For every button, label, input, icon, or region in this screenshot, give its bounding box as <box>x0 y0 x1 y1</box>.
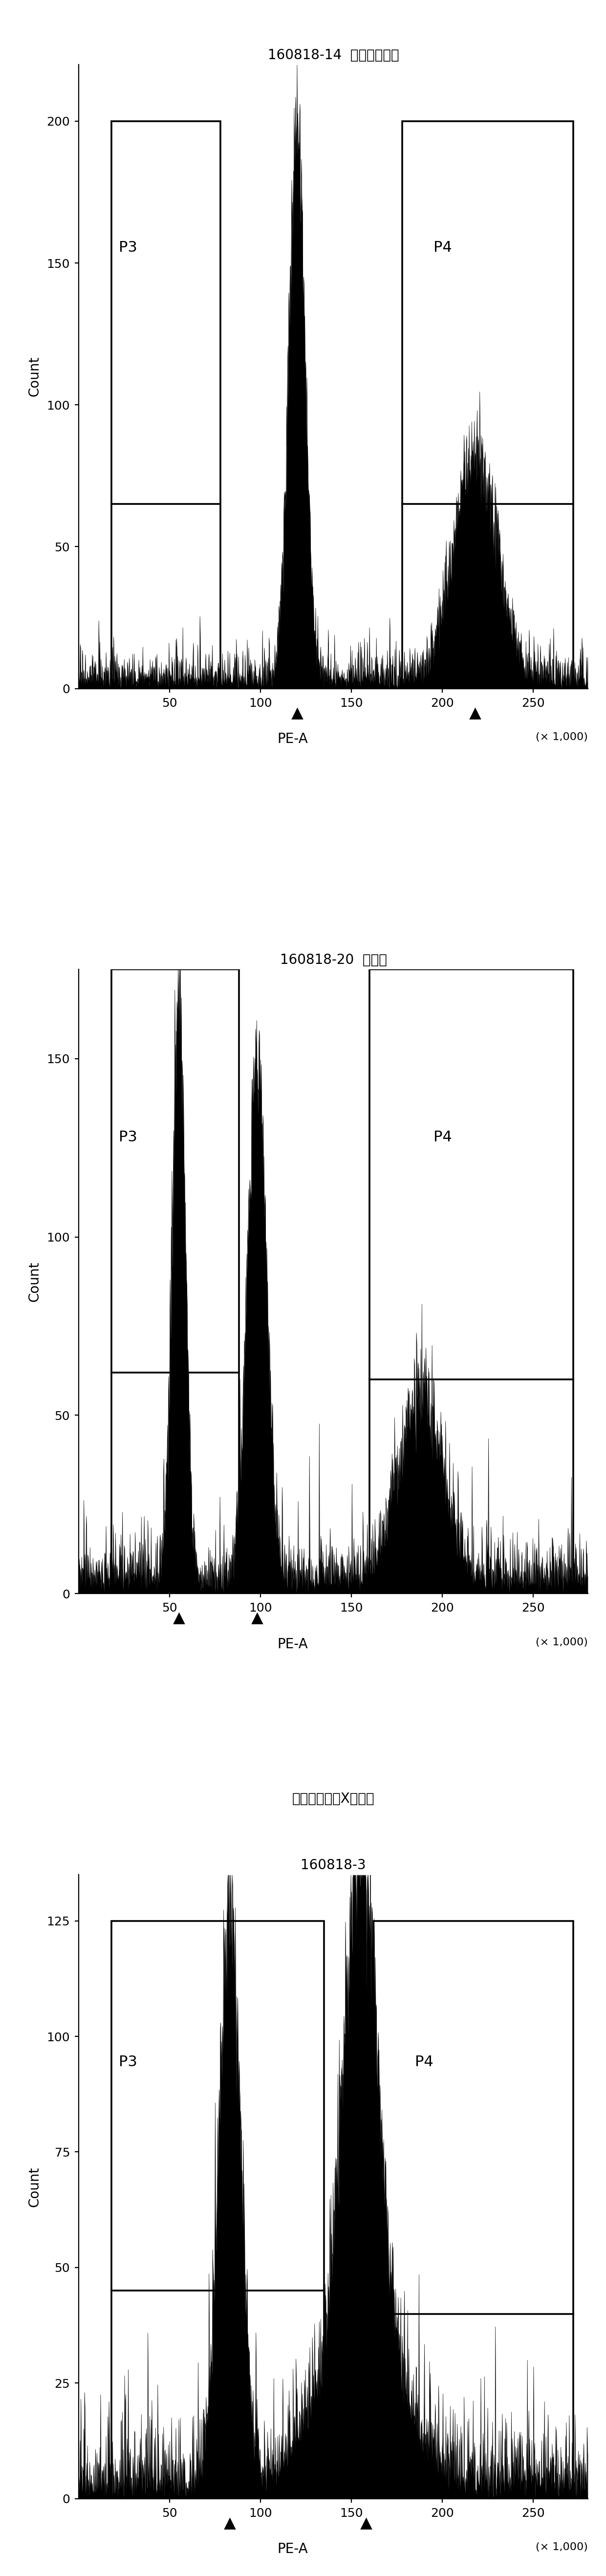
Text: PE-A: PE-A <box>277 732 308 747</box>
Bar <box>112 1922 324 2499</box>
Y-axis label: Count: Count <box>27 1262 41 1301</box>
Bar <box>370 969 573 1595</box>
Title: 160818-20  小白菜: 160818-20 小白菜 <box>280 953 387 966</box>
Bar <box>112 121 221 688</box>
Bar <box>112 1922 324 2499</box>
Y-axis label: Count: Count <box>27 2166 41 2208</box>
Text: (× 1,000): (× 1,000) <box>536 2543 588 2553</box>
Bar <box>402 121 573 688</box>
Bar <box>373 1922 573 2499</box>
Bar <box>112 969 239 1595</box>
Text: (× 1,000): (× 1,000) <box>536 1638 588 1646</box>
Bar <box>402 121 573 688</box>
Bar <box>373 1922 573 2499</box>
Text: P3: P3 <box>119 2056 138 2069</box>
Text: P3: P3 <box>119 240 138 255</box>
Bar <box>112 121 221 688</box>
Y-axis label: Count: Count <box>27 355 41 397</box>
Text: (× 1,000): (× 1,000) <box>536 732 588 742</box>
Text: P3: P3 <box>119 1131 138 1144</box>
Text: P4: P4 <box>433 1131 451 1144</box>
Text: P4: P4 <box>415 2056 433 2069</box>
Bar <box>370 969 573 1595</box>
Bar <box>112 969 239 1595</box>
Title: 160818-14  埃塞信比亚芥: 160818-14 埃塞信比亚芥 <box>268 49 399 62</box>
Text: PE-A: PE-A <box>277 1638 308 1651</box>
Text: 埃塞信比亚芥X小白菜: 埃塞信比亚芥X小白菜 <box>292 1793 375 1806</box>
Text: PE-A: PE-A <box>277 2543 308 2555</box>
Text: P4: P4 <box>433 240 451 255</box>
Title: 160818-3: 160818-3 <box>301 1857 366 1873</box>
